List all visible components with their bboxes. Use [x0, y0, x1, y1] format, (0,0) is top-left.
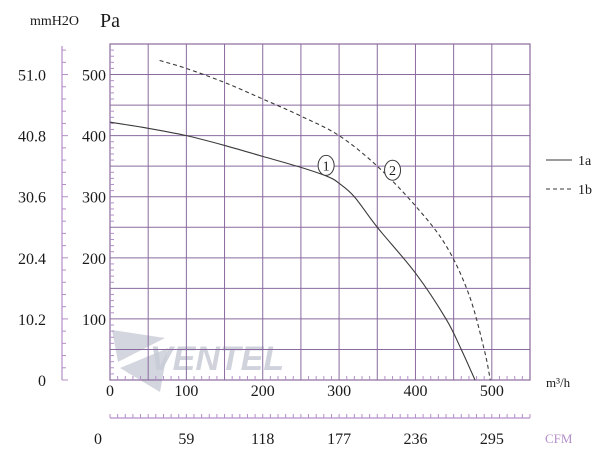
legend-label-1a: 1a [578, 154, 592, 169]
pa-unit-label: Pa [100, 10, 120, 32]
mmh2o-tick-label: 40.8 [18, 129, 46, 146]
curve-1a [109, 121, 476, 381]
flow-tick-label: 400 [403, 383, 427, 400]
plot-frame [109, 43, 531, 381]
legend-label-1b: 1b [578, 183, 592, 198]
curve-marker-label: 1 [323, 159, 330, 174]
mmh2o-tick-label: 10.2 [18, 312, 46, 329]
flow-tick-label: 200 [251, 383, 275, 400]
pa-tick-label: 300 [82, 190, 106, 207]
pa-tick-label: 500 [82, 68, 106, 85]
x-unit-label: m³/h [546, 375, 571, 390]
curve-marker-circle [317, 154, 335, 176]
flow-tick-label: 0 [106, 383, 114, 400]
cfm-tick-label: 118 [251, 431, 274, 448]
pa-tick-label: 200 [82, 251, 106, 268]
mmh2o-tick-label: 51.0 [18, 68, 46, 85]
flow-tick-label: 300 [327, 383, 351, 400]
cfm-tick-label: 177 [327, 431, 351, 448]
grid: 100 200 300 400 500 0 100 200 300 400 500 [82, 43, 531, 400]
cfm-axis: 0 59 118 177 236 295 [94, 414, 531, 448]
legend: 1a 1b [546, 154, 592, 198]
curve-1b [159, 59, 491, 381]
cfm-tick-label: 295 [480, 431, 504, 448]
cfm-tick-label: 0 [94, 431, 102, 448]
cfm-unit-label: CFM [545, 431, 573, 446]
mmh2o-unit-label: mmH2O [30, 14, 79, 29]
watermark-logo-shape [112, 330, 168, 392]
pa-tick-label: 100 [82, 312, 106, 329]
pa-tick-label: 400 [82, 129, 106, 146]
flow-tick-label: 500 [480, 383, 504, 400]
labels: mmH2O Pa m³/h CFM [30, 10, 573, 446]
mmh2o-tick-label: 0 [38, 373, 46, 390]
mmh2o-tick-label: 20.4 [18, 251, 46, 268]
cfm-tick-label: 236 [403, 431, 427, 448]
curve-marker-label: 2 [389, 164, 396, 179]
mmh2o-tick-label: 30.6 [18, 190, 46, 207]
watermark-text: VENTEL [150, 340, 284, 378]
ventel-watermark: VENTEL [112, 330, 284, 392]
mmh2o-axis: 0 10.2 20.4 30.6 40.8 51.0 [18, 46, 68, 390]
flow-tick-label: 100 [174, 383, 198, 400]
curve-marker-circle [384, 159, 402, 181]
cfm-tick-label: 59 [178, 431, 194, 448]
